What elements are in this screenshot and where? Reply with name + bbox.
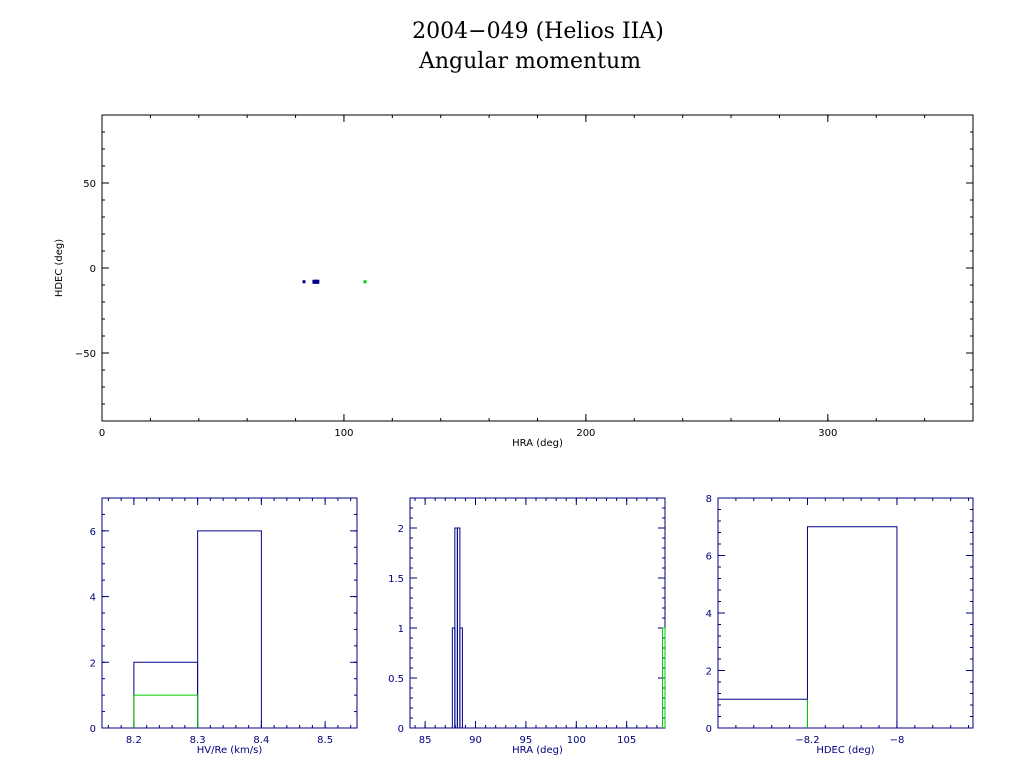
y-tick-label: 2 (90, 658, 96, 669)
y-tick-label: 0 (398, 724, 404, 735)
sky-frame (101, 114, 974, 422)
hist_v-frame (101, 497, 358, 729)
x-tick-label: 0 (99, 428, 105, 439)
histogram-bar (806, 526, 898, 728)
x-tick-label: 85 (419, 735, 432, 746)
x-tick-label: 300 (818, 428, 837, 439)
y-tick-label: 8 (706, 494, 712, 505)
x-tick-label: 8.2 (126, 735, 142, 746)
hist_dec-frame (717, 497, 974, 729)
histogram-bar (133, 694, 199, 728)
y-axis-label: HDEC (deg) (54, 239, 65, 297)
y-tick-label: 1 (398, 624, 404, 635)
scatter-point (315, 279, 320, 284)
hist_ra-panel: 85 90 95 100 105 0 0.5 1 1.5 2 HRA (deg) (388, 497, 666, 756)
histogram-bar (197, 530, 262, 728)
hist_v-panel: 8.2 8.3 8.4 8.5 0 2 4 6 HV/Re (km/s) (90, 497, 358, 756)
y-tick-label: 6 (90, 527, 96, 538)
x-tick-label: 8.4 (253, 735, 269, 746)
y-tick-label: 0.5 (388, 674, 404, 685)
x-tick-label: 95 (520, 735, 533, 746)
scatter-point (363, 280, 367, 284)
y-tick-label: 2 (398, 524, 404, 535)
y-tick-label: 4 (90, 593, 96, 604)
x-tick-label: 100 (567, 735, 586, 746)
sky-panel: 0 100 200 300 −50 0 50 HRA (deg) HDEC (deg) (54, 114, 974, 449)
y-tick-label: 0 (90, 264, 96, 275)
histogram-bar (661, 627, 666, 728)
x-tick-label: 90 (469, 735, 482, 746)
histogram-bar (459, 627, 463, 728)
x-axis-label: HDEC (deg) (816, 745, 874, 756)
chart-title: 2004−049 (Helios IIA) (412, 19, 664, 44)
x-tick-label: 100 (334, 428, 353, 439)
x-tick-label: 8.5 (317, 735, 333, 746)
x-axis-label: HRA (deg) (512, 745, 563, 756)
x-tick-label: −8 (890, 735, 905, 746)
histogram-bar (717, 698, 808, 728)
x-tick-label: 105 (617, 735, 636, 746)
scatter-point (302, 280, 306, 284)
y-tick-label: 50 (83, 179, 96, 190)
y-tick-label: 4 (706, 609, 712, 620)
x-tick-label: 200 (576, 428, 595, 439)
hist_dec-panel: −8.2 −8 0 2 4 6 8 HDEC (deg) (706, 494, 974, 756)
x-tick-label: 8.3 (190, 735, 206, 746)
y-tick-label: 6 (706, 552, 712, 563)
x-tick-label: −8.2 (795, 735, 819, 746)
y-tick-label: 1.5 (388, 574, 404, 585)
chart-subtitle: Angular momentum (418, 49, 641, 74)
hist_ra-frame (409, 497, 666, 729)
y-tick-label: 0 (90, 724, 96, 735)
x-axis-label: HRA (deg) (512, 438, 563, 449)
y-tick-label: −50 (75, 349, 96, 360)
y-tick-label: 0 (706, 724, 712, 735)
y-tick-label: 2 (706, 667, 712, 678)
x-axis-label: HV/Re (km/s) (197, 745, 263, 756)
